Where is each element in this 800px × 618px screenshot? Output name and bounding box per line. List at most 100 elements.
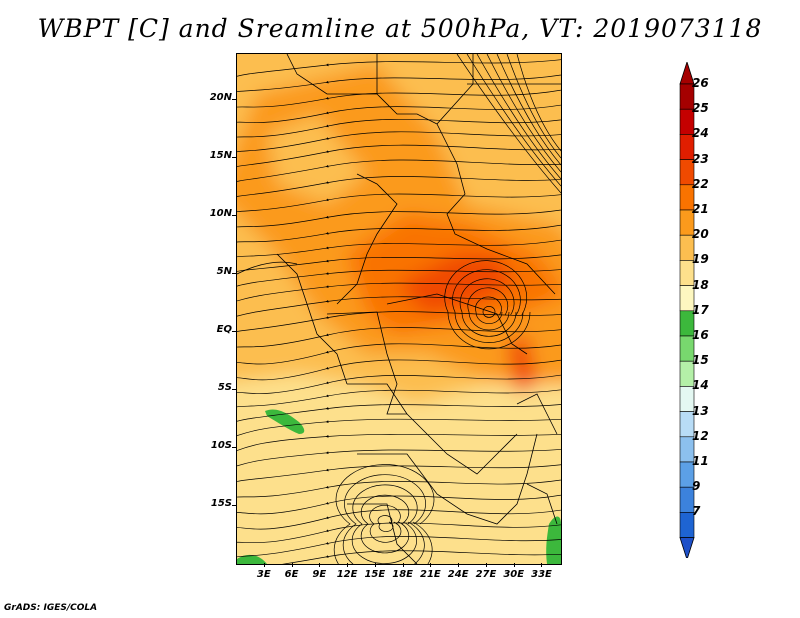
lon-tick-label: 30E [503,569,525,580]
lat-tick-mark [232,447,236,449]
streamline [342,474,426,564]
streamline [237,209,561,228]
streamline [237,311,561,332]
streamline [516,54,561,152]
streamline [237,104,561,123]
colorbar-label: 16 [692,328,709,342]
colorbar-label: 13 [692,403,709,418]
colorbar-label: 7 [692,504,701,519]
lat-tick-label: 15S [210,498,232,510]
map-frame [236,53,562,565]
streamline [237,254,561,272]
streamline [237,282,561,302]
lat-tick-label: 10N [209,208,232,220]
lat-tick-mark [232,99,236,101]
lat-tick-mark [232,273,236,275]
streamline [237,389,561,408]
lon-tick-label: 24E [447,569,469,580]
streamline [237,522,561,544]
colorbar-label: 25 [692,101,709,116]
lat-tick-mark [232,157,236,159]
lon-tick-mark [319,563,321,567]
colorbar-label: 14 [692,378,709,393]
colorbar-label: 22 [692,176,709,191]
grads-credit: GrADS: IGES/COLA [4,603,98,613]
lat-tick-label: EQ [216,324,232,336]
colorbar-label: 9 [692,479,701,494]
streamline [351,484,418,564]
streamline [444,260,531,350]
lat-tick-mark [232,505,236,507]
lon-tick-label: 6E [284,569,299,580]
lon-tick-mark [291,563,293,567]
streamline [237,343,561,365]
streamlines [237,54,561,564]
colorbar-label: 23 [692,151,709,166]
streamline [237,224,561,243]
lon-tick-label: 12E [336,569,358,580]
colorbar-label: 11 [692,454,709,468]
streamline [282,550,561,564]
lat-tick-label: 20N [209,92,232,104]
colorbar-label: 26 [692,76,709,90]
lon-tick-label: 9E [312,569,327,580]
streamline [237,193,561,213]
streamline [360,494,410,554]
streamline [467,287,510,331]
streamline [456,54,561,194]
streamline [237,269,561,287]
streamline [452,269,524,343]
streamline [459,278,517,337]
lon-tick-mark [430,563,432,567]
colorbar-bottom-arrow [679,537,695,558]
streamline [475,296,503,325]
streamline [237,89,561,108]
streamline [476,54,561,180]
colorbar-label: 20 [692,227,709,242]
lon-tick-label: 27E [475,569,497,580]
lon-tick-label: 15E [364,569,386,580]
colorbar-label: 17 [692,302,709,317]
wbpt-shading [237,54,561,564]
colorbar-label: 21 [692,202,709,216]
streamline [237,479,561,498]
streamline [237,433,561,451]
lon-tick-mark [374,563,376,567]
lat-tick-label: 10S [210,440,232,452]
streamline [486,54,561,173]
streamline [369,505,402,543]
streamline [237,374,561,394]
colorbar-label: 19 [692,252,709,267]
lon-tick-mark [485,563,487,567]
streamline [496,54,561,166]
streamline [237,464,561,482]
colorbar-label: 24 [692,126,709,141]
streamline [377,515,394,532]
lat-tick-mark [232,215,236,217]
streamline [333,464,435,564]
streamline [237,536,561,558]
lat-tick-label: 15N [209,150,232,162]
wbpt-map [237,54,561,564]
streamline [237,74,561,93]
streamline [482,306,496,318]
lon-tick-mark [347,563,349,567]
lon-tick-label: 3E [256,569,271,580]
lon-tick-mark [541,563,543,567]
streamline [237,494,561,515]
colorbar-label: 12 [692,428,709,443]
streamline [237,296,561,317]
streamline [237,159,561,182]
lon-tick-label: 21E [420,569,441,580]
streamline [237,176,561,197]
lon-tick-mark [458,563,460,567]
colorbar-label: 15 [692,353,709,368]
lon-tick-mark [263,563,265,567]
streamline [237,118,561,138]
streamline [506,54,561,159]
lon-tick-label: 33E [531,569,552,580]
lat-tick-label: 5S [217,382,232,394]
lon-tick-mark [402,563,404,567]
plot-title: WBPT [C] and Sreamline at 500hPa, VT: 20… [37,14,763,43]
streamline [237,59,561,77]
